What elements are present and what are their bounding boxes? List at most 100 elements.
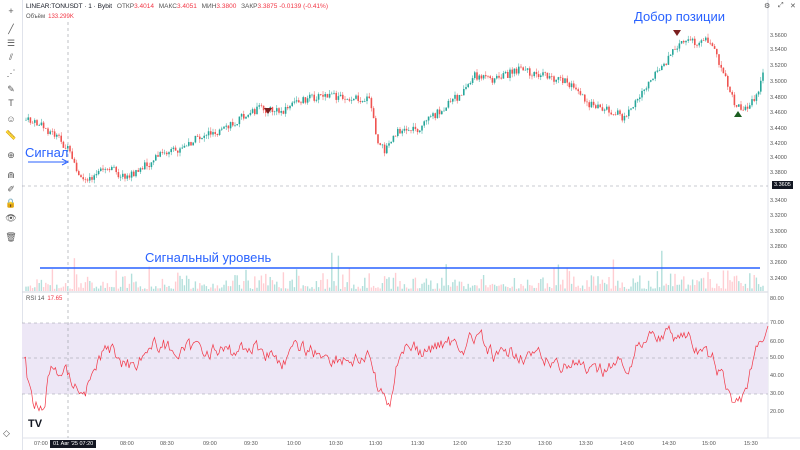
candle-body xyxy=(639,97,641,99)
price-tick: 3.5400 xyxy=(770,47,787,53)
candle-body xyxy=(500,77,502,79)
volume-bar xyxy=(672,286,674,291)
trendline-icon[interactable]: ╱ xyxy=(8,24,14,34)
eye-icon[interactable]: 👁 xyxy=(5,213,17,223)
high-value: 3.4051 xyxy=(176,3,197,10)
volume-bar xyxy=(447,285,450,291)
volume-bar xyxy=(313,288,315,291)
lock-icon[interactable]: 🔒 xyxy=(5,198,17,208)
signal-annotation[interactable]: Сигнал xyxy=(25,145,69,160)
magnet-icon[interactable]: ⋒ xyxy=(7,170,15,180)
volume-bar xyxy=(522,285,524,291)
volume-bar xyxy=(689,285,692,291)
volume-bar xyxy=(399,281,401,291)
crosshair-icon[interactable]: + xyxy=(8,6,14,16)
pattern-icon[interactable]: ⋰ xyxy=(6,68,16,78)
candle-body xyxy=(546,72,549,79)
fullscreen-icon[interactable]: ⤢ xyxy=(778,2,784,9)
candle-body xyxy=(614,114,617,116)
open-label: ОТКР xyxy=(116,3,135,10)
settings-icon[interactable]: ⚙ xyxy=(764,3,771,10)
volume-bar xyxy=(507,286,509,291)
volume-bar xyxy=(529,285,531,291)
volume-bar xyxy=(619,287,621,291)
candle-body xyxy=(104,168,106,170)
volume-bar xyxy=(139,286,142,291)
lock-draw-icon[interactable]: ✐ xyxy=(7,184,15,194)
volume-bar xyxy=(289,280,291,291)
candle-body xyxy=(49,131,51,134)
candle-body xyxy=(115,166,117,173)
price-tick: 3.2600 xyxy=(770,260,787,266)
candle-body xyxy=(482,75,485,79)
volume-bar xyxy=(163,284,166,291)
candle-body xyxy=(720,64,722,68)
volume-bar xyxy=(425,278,428,291)
volume-bar xyxy=(408,288,410,291)
trash-icon[interactable]: 🗑 xyxy=(5,232,17,242)
volume-bar xyxy=(331,252,333,291)
candle-body xyxy=(111,166,113,171)
volume-bar xyxy=(665,283,667,291)
volume-bar xyxy=(566,268,568,291)
candle-body xyxy=(324,94,326,97)
candle-body xyxy=(168,152,170,155)
price-chart[interactable] xyxy=(22,0,800,450)
candle-body xyxy=(434,113,436,119)
candle-body xyxy=(454,94,456,99)
candle-body xyxy=(410,130,412,131)
candle-body xyxy=(122,173,124,177)
zoom-icon[interactable]: ⊕ xyxy=(7,150,15,160)
volume-bar xyxy=(443,285,445,291)
candle-body xyxy=(86,179,89,181)
candle-body xyxy=(606,106,608,110)
candle-body xyxy=(280,111,282,113)
layers-icon[interactable]: ◇ xyxy=(3,428,10,438)
candle-body xyxy=(91,177,93,180)
rsi-legend: RSI 14 17.65 xyxy=(26,296,62,302)
add-position-annotation[interactable]: Добор позиции xyxy=(634,9,726,24)
candle-body xyxy=(537,74,540,77)
fib-icon[interactable]: ☰ xyxy=(6,38,16,48)
candle-body xyxy=(392,135,395,142)
time-tick: 14:00 xyxy=(620,441,634,447)
ruler-icon[interactable]: 📏 xyxy=(5,130,17,140)
candle-body xyxy=(265,110,267,113)
time-tick: 07:00 xyxy=(34,441,48,447)
candle-body xyxy=(42,122,45,129)
candle-body xyxy=(713,46,716,49)
volume-bar xyxy=(194,281,197,291)
candle-body xyxy=(309,94,311,99)
close-icon[interactable]: ✕ xyxy=(790,3,796,10)
volume-bar xyxy=(590,275,593,291)
candle-body xyxy=(161,152,164,153)
brush-icon[interactable]: ✎ xyxy=(7,84,15,94)
emoji-icon[interactable]: ☺ xyxy=(6,114,16,124)
volume-bar xyxy=(515,288,518,291)
candle-body xyxy=(238,116,241,125)
candle-body xyxy=(199,136,201,140)
candle-body xyxy=(702,40,705,41)
channel-icon[interactable]: ⫽ xyxy=(8,52,13,62)
volume-bar xyxy=(568,271,571,291)
candle-body xyxy=(344,98,346,100)
candle-body xyxy=(460,94,463,96)
candle-body xyxy=(760,80,762,92)
volume-bar xyxy=(597,276,599,291)
text-icon[interactable]: T xyxy=(8,98,14,108)
volume-bar xyxy=(304,286,307,291)
candle-body xyxy=(185,145,188,147)
volume-bar xyxy=(645,288,648,291)
signal-level-annotation[interactable]: Сигнальный уровень xyxy=(145,250,272,265)
candle-body xyxy=(234,125,236,126)
volume-bar xyxy=(405,287,408,291)
volume-bar xyxy=(177,272,179,291)
volume-bar xyxy=(623,286,626,291)
candle-body xyxy=(71,151,73,159)
candle-body xyxy=(555,79,557,82)
candle-body xyxy=(117,172,120,178)
symbol-title[interactable]: LINEAR:TONUSDT · 1 · Bybit xyxy=(26,3,113,10)
candle-body xyxy=(155,155,157,161)
volume-bar xyxy=(575,286,577,291)
candle-body xyxy=(458,94,461,101)
